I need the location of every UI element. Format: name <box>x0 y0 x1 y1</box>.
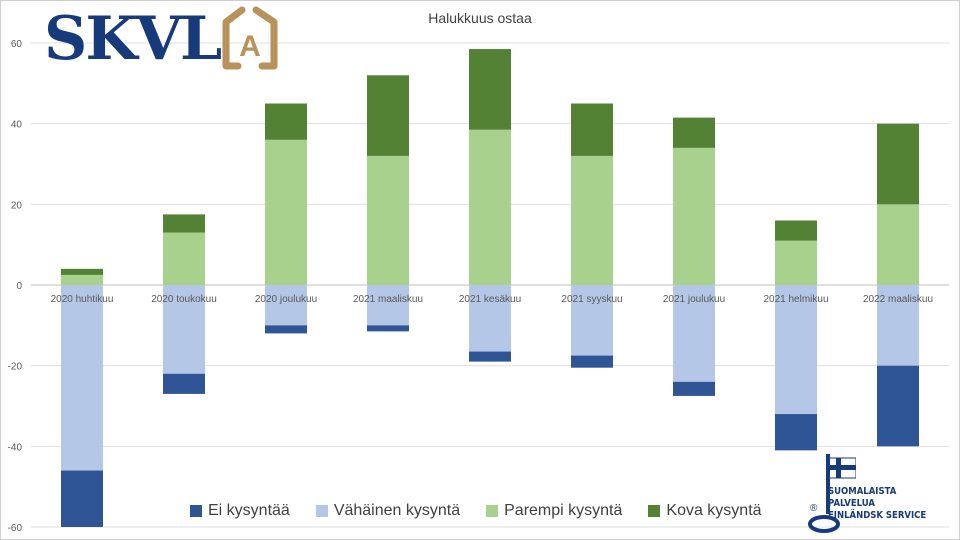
badge-line1: SUOMALAISTA PALVELUA <box>828 486 897 509</box>
x-tick-label: 2022 maaliskuu <box>863 294 933 305</box>
y-tick-label: 20 <box>11 200 23 211</box>
bar-segment-ei-kysyntää <box>775 414 817 451</box>
bar-segment-parempi-kysyntä <box>367 155 409 285</box>
bar-segment-ei-kysyntää <box>61 470 103 527</box>
svg-text:A: A <box>239 30 261 63</box>
bar-segment-parempi-kysyntä <box>877 204 919 285</box>
x-tick-label: 2021 syyskuu <box>561 294 622 305</box>
registered-mark: ® <box>810 503 818 514</box>
bar-segment-kova-kysyntä <box>877 123 919 205</box>
bar-segment-vähäinen-kysyntä <box>775 285 817 415</box>
x-tick-label: 2020 joulukuu <box>255 294 317 305</box>
x-tick-label: 2021 helmikuu <box>763 294 828 305</box>
bar-segment-kova-kysyntä <box>163 214 205 233</box>
legend-swatch <box>648 505 661 517</box>
bar-segment-parempi-kysyntä <box>469 129 511 285</box>
legend-item-kova: Kova kysyntä <box>648 502 762 520</box>
bar-segment-kova-kysyntä <box>673 117 715 148</box>
badge-line2: FINLÄNDSK SERVICE <box>828 510 927 521</box>
bar-segment-parempi-kysyntä <box>775 240 817 285</box>
bar-segment-kova-kysyntä <box>265 103 307 140</box>
legend-item-ei: Ei kysyntää <box>190 502 290 520</box>
finnish-key-flag-icon <box>808 454 856 533</box>
skvl-logo: SKVL A <box>44 6 280 72</box>
bar-segment-ei-kysyntää <box>571 355 613 368</box>
bar-segment-ei-kysyntää <box>877 365 919 447</box>
y-tick-label: 40 <box>11 120 23 131</box>
bar-segment-vähäinen-kysyntä <box>367 285 409 326</box>
bar-segment-kova-kysyntä <box>775 220 817 241</box>
y-tick-label: 60 <box>11 39 23 50</box>
legend-item-parempi: Parempi kysyntä <box>486 502 622 520</box>
bar-segment-parempi-kysyntä <box>571 155 613 285</box>
bar-segment-kova-kysyntä <box>571 103 613 156</box>
legend-swatch <box>315 505 328 517</box>
bar-segment-parempi-kysyntä <box>673 147 715 285</box>
bar-segment-parempi-kysyntä <box>61 274 103 285</box>
bar-segment-ei-kysyntää <box>265 325 307 334</box>
bar-segment-ei-kysyntää <box>367 325 409 332</box>
chart-legend: Ei kysyntää Vähäinen kysyntä Parempi kys… <box>190 502 762 520</box>
legend-item-vahainen: Vähäinen kysyntä <box>315 502 461 520</box>
bar-segment-vähäinen-kysyntä <box>877 285 919 366</box>
x-tick-label: 2020 huhtikuu <box>51 294 114 305</box>
bar-segment-vähäinen-kysyntä <box>265 285 307 326</box>
legend-label: Vähäinen kysyntä <box>333 502 461 519</box>
bar-segment-vähäinen-kysyntä <box>61 285 103 471</box>
bar-segment-vähäinen-kysyntä <box>673 285 715 382</box>
key-flag-badge-text: SUOMALAISTA PALVELUA FINLÄNDSK SERVICE <box>828 486 940 522</box>
bar-segment-vähäinen-kysyntä <box>163 285 205 374</box>
x-tick-label: 2020 toukokuu <box>151 294 217 305</box>
x-tick-label: 2021 kesäkuu <box>459 294 521 305</box>
bar-segment-parempi-kysyntä <box>163 232 205 285</box>
house-a-emblem-icon: A <box>222 6 278 70</box>
bar-segment-vähäinen-kysyntä <box>469 285 511 352</box>
legend-label: Kova kysyntä <box>666 502 762 519</box>
y-tick-label: -20 <box>8 362 23 373</box>
legend-label: Parempi kysyntä <box>504 502 623 519</box>
y-tick-label: 0 <box>16 281 22 292</box>
legend-swatch <box>486 505 499 517</box>
bar-segment-kova-kysyntä <box>469 49 511 130</box>
bar-segment-parempi-kysyntä <box>265 139 307 285</box>
bar-segment-kova-kysyntä <box>61 268 103 275</box>
bar-segment-ei-kysyntää <box>163 373 205 394</box>
x-tick-label: 2021 joulukuu <box>663 294 725 305</box>
y-tick-label: -60 <box>8 523 23 534</box>
bar-segment-vähäinen-kysyntä <box>571 285 613 356</box>
legend-swatch <box>190 505 202 517</box>
chart-title: Halukkuus ostaa <box>428 10 532 26</box>
bar-segment-ei-kysyntää <box>469 351 511 362</box>
bar-segment-kova-kysyntä <box>367 75 409 156</box>
y-tick-label: -40 <box>8 442 23 453</box>
x-tick-label: 2021 maaliskuu <box>353 294 423 305</box>
legend-label: Ei kysyntää <box>208 502 290 519</box>
bar-segment-ei-kysyntää <box>673 381 715 396</box>
logo-text: SKVL <box>44 4 222 74</box>
